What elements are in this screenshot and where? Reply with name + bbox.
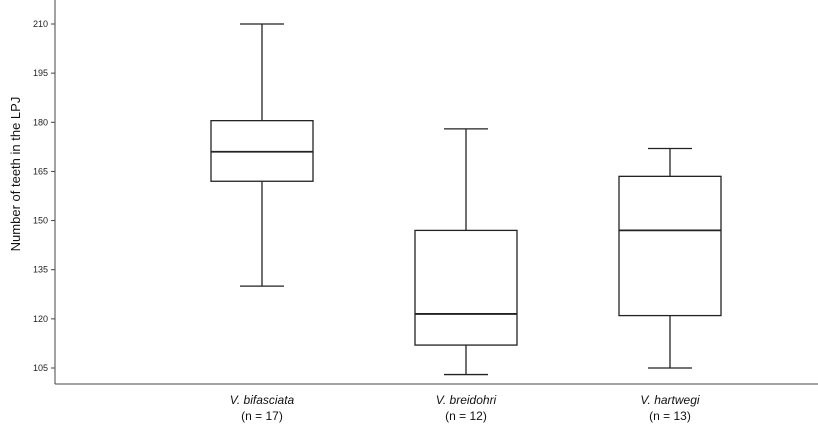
sample-size-label: (n = 13) xyxy=(649,409,691,423)
sample-size-label: (n = 12) xyxy=(445,409,487,423)
y-tick-label: 165 xyxy=(33,166,48,176)
axes xyxy=(54,0,818,385)
category-label: V. hartwegi xyxy=(640,393,699,407)
y-tick-label: 120 xyxy=(33,314,48,324)
y-ticks: 105 120 135 150 165 180 195 210 xyxy=(33,19,55,373)
box-2 xyxy=(618,147,722,369)
y-tick-label: 180 xyxy=(33,117,48,127)
category-label: V. breidohri xyxy=(436,393,497,407)
category-label: V. bifasciata xyxy=(230,393,295,407)
y-tick-label: 105 xyxy=(33,363,48,373)
y-tick-label: 135 xyxy=(33,265,48,275)
boxes xyxy=(210,23,722,376)
y-axis-label: Number of teeth in the LPJ xyxy=(8,97,23,252)
box-1 xyxy=(414,128,518,376)
iqr-box xyxy=(414,229,518,346)
y-tick-label: 195 xyxy=(33,68,48,78)
box-0 xyxy=(210,23,314,287)
sample-size-label: (n = 17) xyxy=(241,409,283,423)
iqr-box xyxy=(618,175,722,317)
y-tick-label: 150 xyxy=(33,216,48,226)
y-tick-label: 210 xyxy=(33,19,48,29)
x-category-labels: V. bifasciata (n = 17) V. breidohri (n = 12… xyxy=(230,393,700,423)
